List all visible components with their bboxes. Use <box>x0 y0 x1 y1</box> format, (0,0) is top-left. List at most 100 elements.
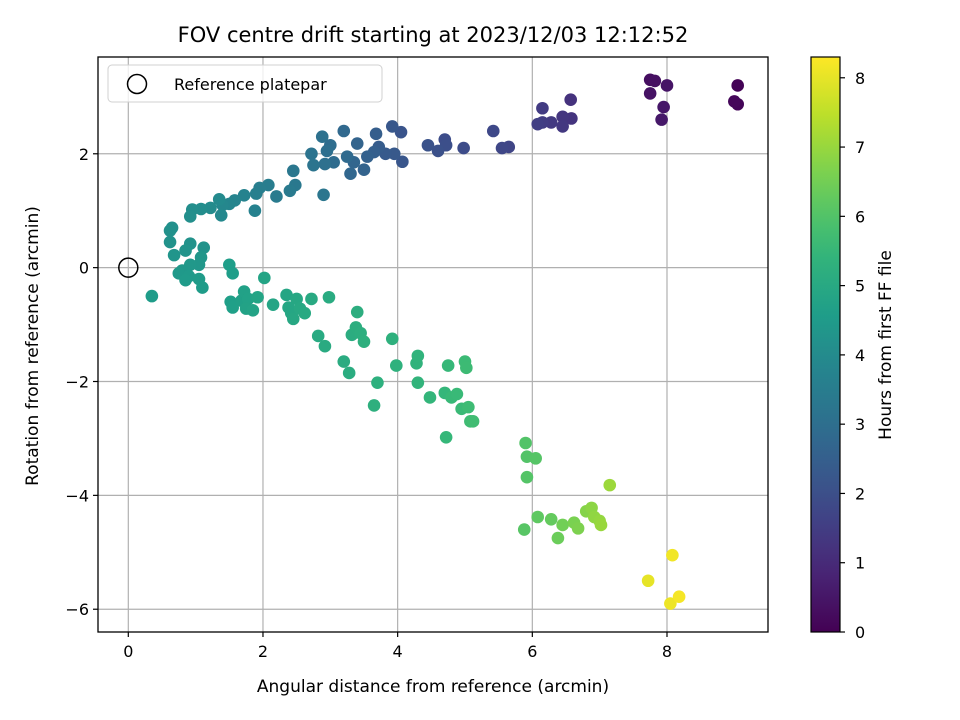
data-point <box>342 366 356 380</box>
data-point <box>441 359 455 372</box>
plot-frame <box>97 56 769 633</box>
data-point <box>249 187 263 200</box>
data-point <box>648 74 662 88</box>
data-point <box>270 190 283 203</box>
plot-area: 0 2 4 6 8 −6 −4 −2 0 2 Reference platepar <box>65 56 769 661</box>
data-point <box>544 116 558 129</box>
data-point <box>556 518 569 532</box>
colorbar-tick-label: 7 <box>855 138 865 157</box>
data-point <box>594 518 608 532</box>
data-point <box>212 193 226 206</box>
data-point <box>369 127 383 141</box>
x-tick-label: 6 <box>527 642 537 661</box>
data-point <box>320 144 334 158</box>
data-point <box>556 120 569 133</box>
data-point <box>241 292 255 306</box>
data-point <box>251 290 264 304</box>
colorbar-tick-label: 2 <box>855 484 865 503</box>
colorbar-tick-label: 5 <box>855 277 865 296</box>
data-point <box>357 335 371 348</box>
y-tick-label: 0 <box>79 259 89 278</box>
data-point <box>421 138 435 152</box>
data-point <box>318 157 332 171</box>
data-point <box>317 188 330 202</box>
colorbar-scale <box>810 56 841 633</box>
data-point <box>551 531 565 545</box>
data-point <box>179 244 192 257</box>
data-point <box>564 93 578 106</box>
data-point <box>298 306 312 320</box>
data-point <box>411 376 425 389</box>
data-point <box>344 167 357 181</box>
data-point <box>226 267 239 280</box>
data-point <box>466 415 480 428</box>
data-point <box>337 124 351 138</box>
data-point <box>305 147 318 161</box>
data-point <box>197 241 211 255</box>
data-point <box>529 452 542 465</box>
legend-label: Reference platepar <box>174 75 327 94</box>
legend-marker <box>126 73 148 95</box>
data-point <box>517 523 531 536</box>
data-point <box>731 79 744 92</box>
data-point <box>307 158 320 172</box>
data-point <box>196 281 209 294</box>
data-point <box>258 271 271 285</box>
data-point <box>462 400 475 414</box>
colorbar-tick-label: 3 <box>855 415 865 434</box>
x-tick-label: 8 <box>662 642 672 661</box>
data-point <box>519 436 532 450</box>
data-point <box>315 130 329 144</box>
data-point <box>179 273 192 287</box>
data-point <box>486 124 500 138</box>
data-point <box>305 292 318 306</box>
colorbar-tick-label: 0 <box>855 623 865 642</box>
y-tick-label: −4 <box>65 486 89 505</box>
data-point <box>367 399 381 412</box>
colorbar-tick-label: 4 <box>855 346 865 365</box>
data-point <box>520 470 534 484</box>
data-point <box>283 184 297 198</box>
x-tick-label: 4 <box>393 642 403 661</box>
data-point <box>226 301 239 314</box>
data-point <box>423 391 437 404</box>
data-point <box>655 113 668 126</box>
data-point <box>457 141 470 155</box>
data-point <box>666 548 679 562</box>
data-point <box>536 101 549 115</box>
data-point <box>183 210 197 223</box>
data-point <box>350 305 364 319</box>
data-point <box>163 235 177 249</box>
colorbar-tick-label: 8 <box>855 69 865 88</box>
x-axis-label: Angular distance from reference (arcmin) <box>257 677 609 697</box>
data-point <box>431 144 445 158</box>
data-point <box>728 95 741 108</box>
data-point <box>322 290 336 304</box>
reference-marker <box>118 257 139 278</box>
data-point <box>664 597 677 610</box>
y-tick-label: −6 <box>65 600 89 619</box>
x-tick-label: 0 <box>123 642 133 661</box>
data-point <box>450 387 464 401</box>
data-point <box>163 224 177 237</box>
y-tick-label: −2 <box>65 373 89 392</box>
legend: Reference platepar <box>107 64 383 103</box>
data-point <box>657 100 670 114</box>
data-point <box>145 289 159 303</box>
colorbar-tick-label: 6 <box>855 207 865 226</box>
data-point <box>192 258 206 272</box>
data-point <box>439 430 453 444</box>
data-point <box>603 478 617 492</box>
colorbar: 0 1 2 3 4 5 6 7 8 <box>810 56 865 642</box>
data-point <box>266 298 280 311</box>
chart-title: FOV centre drift starting at 2023/12/03 … <box>178 23 689 47</box>
data-point <box>660 79 674 92</box>
data-point <box>531 510 545 524</box>
data-point <box>290 292 303 306</box>
data-point <box>248 204 262 218</box>
data-point <box>286 164 300 178</box>
data-point <box>495 141 509 155</box>
data-point <box>556 110 569 124</box>
data-point <box>311 329 325 343</box>
